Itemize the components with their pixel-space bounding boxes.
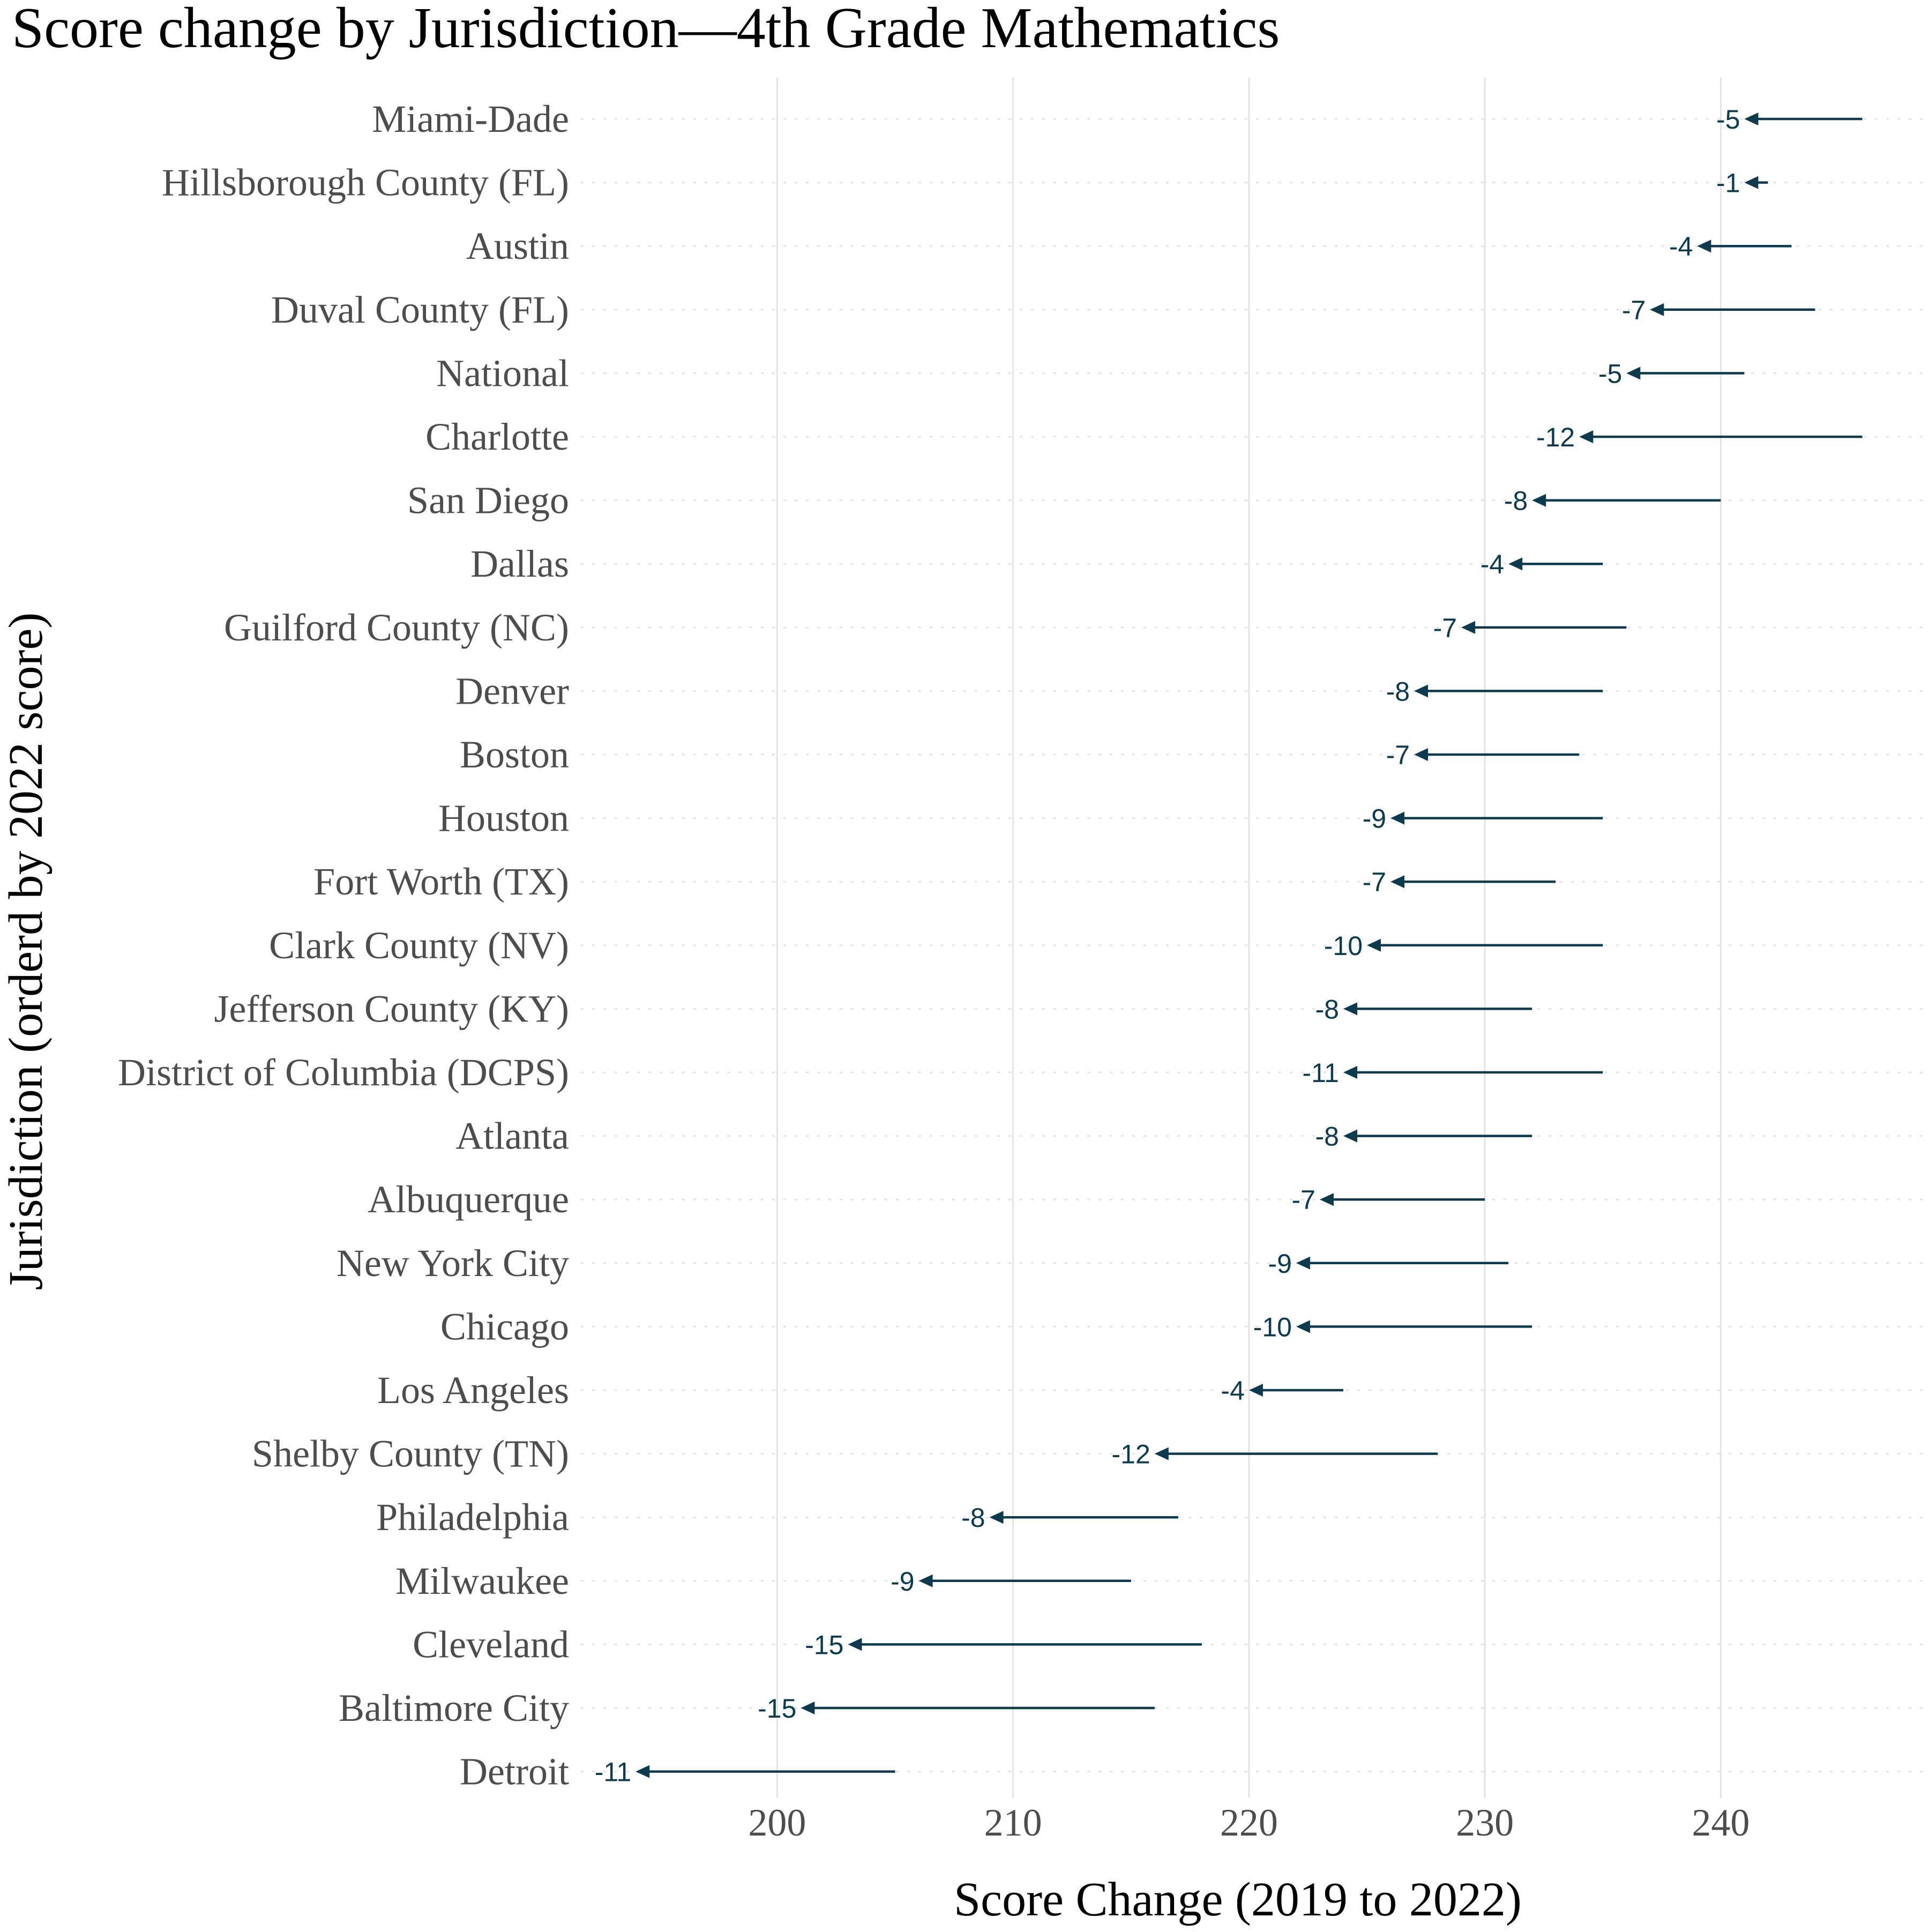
change-label: -9 <box>891 1567 914 1597</box>
y-tick-label: Dallas <box>470 542 569 585</box>
arrow-head <box>1650 303 1664 316</box>
change-label: -7 <box>1622 295 1646 325</box>
y-tick-label: Miami-Dade <box>372 98 569 140</box>
change-label: -1 <box>1716 168 1740 198</box>
y-tick-label: Albuquerque <box>368 1178 569 1221</box>
change-label: -4 <box>1481 549 1504 579</box>
y-tick-label: Fort Worth (TX) <box>313 860 569 903</box>
y-tick-label: Austin <box>466 225 569 267</box>
y-tick-label: Duval County (FL) <box>271 288 569 331</box>
y-tick-label: New York City <box>337 1242 569 1285</box>
arrow-head <box>1343 1002 1357 1016</box>
x-tick-label: 220 <box>1220 1801 1278 1844</box>
arrow-head <box>989 1511 1004 1524</box>
y-tick-label: Clark County (NV) <box>269 924 569 967</box>
change-label: -9 <box>1363 804 1386 834</box>
arrow-head <box>1296 1320 1310 1333</box>
y-tick-label: Jefferson County (KY) <box>214 987 569 1030</box>
change-label: -5 <box>1716 105 1740 135</box>
x-axis-title: Score Change (2019 to 2022) <box>954 1873 1522 1926</box>
arrow-head <box>918 1574 933 1587</box>
arrow-head <box>1579 430 1594 443</box>
y-tick-label: Baltimore City <box>339 1687 569 1729</box>
arrow-head <box>1367 938 1381 952</box>
arrow-head <box>1744 113 1759 125</box>
y-tick-label: Detroit <box>460 1750 569 1793</box>
change-label: -7 <box>1363 867 1386 897</box>
y-tick-label: Atlanta <box>455 1115 569 1158</box>
arrow-head <box>1296 1256 1310 1270</box>
arrow-head <box>1248 1384 1263 1397</box>
arrow-head <box>635 1765 650 1778</box>
change-label: -10 <box>1324 931 1363 961</box>
change-label: -8 <box>961 1503 985 1533</box>
arrow-head <box>1744 176 1759 189</box>
chart-title: Score change by Jurisdiction—4th Grade M… <box>12 0 1280 60</box>
y-tick-label: Chicago <box>440 1305 569 1348</box>
y-tick-label: Hillsborough County (FL) <box>162 161 569 204</box>
arrow-head <box>1390 811 1405 825</box>
change-label: -11 <box>1302 1058 1339 1088</box>
arrow-head <box>1343 1129 1357 1143</box>
arrow-head <box>1414 748 1429 761</box>
y-tick-label: District of Columbia (DCPS) <box>118 1051 569 1094</box>
y-tick-label: Philadelphia <box>376 1496 569 1539</box>
change-label: -7 <box>1386 740 1410 770</box>
y-tick-label: Cleveland <box>413 1623 569 1666</box>
change-label: -8 <box>1315 1122 1339 1152</box>
arrow-head <box>1532 494 1546 507</box>
arrow-head <box>1343 1066 1357 1079</box>
y-tick-label: National <box>436 352 569 394</box>
arrow-head <box>1319 1193 1334 1206</box>
arrow-head <box>1508 557 1523 571</box>
change-label: -8 <box>1315 994 1339 1024</box>
x-tick-label: 240 <box>1692 1801 1749 1844</box>
change-label: -8 <box>1504 486 1528 516</box>
y-tick-label: Shelby County (TN) <box>252 1433 569 1475</box>
change-label: -9 <box>1268 1249 1291 1279</box>
change-label: -7 <box>1292 1185 1315 1215</box>
arrow-head <box>1154 1447 1169 1460</box>
change-label: -8 <box>1386 676 1410 706</box>
x-tick-label: 210 <box>984 1801 1042 1844</box>
y-tick-label: San Diego <box>407 479 569 522</box>
y-tick-label: Los Angeles <box>377 1369 569 1412</box>
y-tick-label: Charlotte <box>425 415 569 458</box>
arrow-head <box>1414 684 1429 698</box>
change-label: -15 <box>805 1630 843 1660</box>
arrow-head <box>1626 367 1641 380</box>
change-label: -5 <box>1598 359 1622 389</box>
change-label: -15 <box>758 1694 796 1724</box>
change-label: -12 <box>1536 422 1575 452</box>
change-label: -10 <box>1253 1312 1292 1342</box>
change-label: -4 <box>1221 1376 1244 1406</box>
arrow-head <box>1461 621 1476 634</box>
change-label: -7 <box>1433 613 1457 643</box>
y-tick-label: Houston <box>438 797 569 840</box>
arrow-head <box>801 1702 815 1714</box>
y-tick-label: Denver <box>455 669 569 712</box>
x-tick-label: 200 <box>748 1801 806 1844</box>
change-label: -11 <box>595 1757 632 1787</box>
y-tick-label: Guilford County (NC) <box>224 606 569 649</box>
arrow-head <box>1390 875 1405 889</box>
y-tick-label: Boston <box>460 733 569 776</box>
y-tick-label: Milwaukee <box>395 1560 569 1602</box>
y-axis-title: Jurisdiction (orderd by 2022 score) <box>0 613 53 1291</box>
change-label: -4 <box>1669 232 1693 262</box>
arrow-head <box>1697 240 1711 253</box>
x-tick-label: 230 <box>1456 1801 1514 1844</box>
change-label: -12 <box>1112 1439 1150 1469</box>
arrow-head <box>848 1638 862 1651</box>
